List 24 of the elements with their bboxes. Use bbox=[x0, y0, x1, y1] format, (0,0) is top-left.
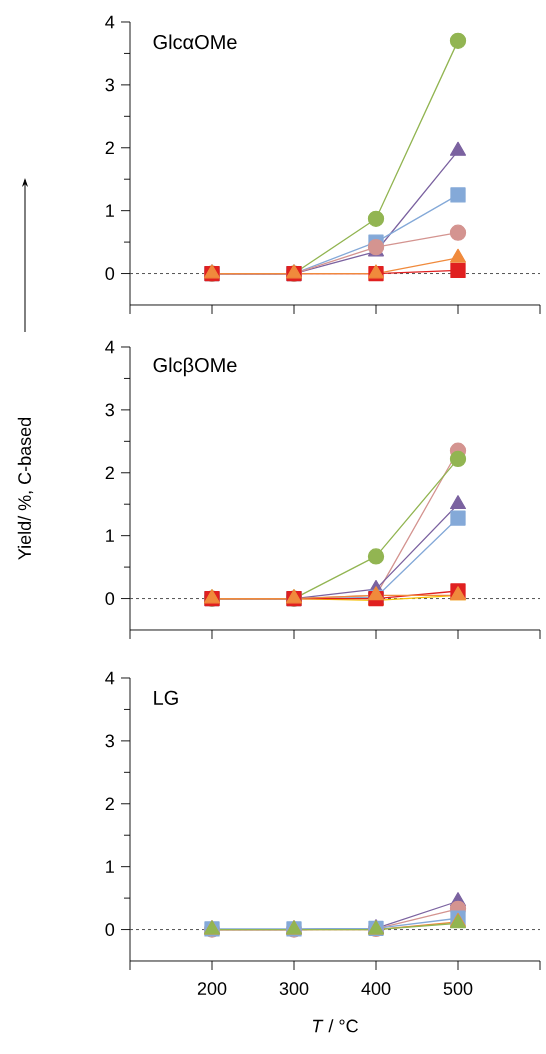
chart-title: LG bbox=[154, 690, 178, 705]
y-tick-label: 4 bbox=[105, 15, 115, 29]
y-tick-label: 1 bbox=[106, 204, 114, 217]
y-tick-label: 2 bbox=[105, 797, 114, 811]
y-tick-label: 3 bbox=[105, 734, 115, 748]
x-axis-title: T / °C bbox=[312, 1019, 358, 1033]
y-tick-label: 0 bbox=[105, 592, 115, 605]
y-tick-label: 0 bbox=[105, 267, 115, 280]
x-tick-label: 300 bbox=[279, 982, 309, 995]
chart-title: GlcαOMe bbox=[153, 34, 237, 50]
x-tick-label: 400 bbox=[361, 982, 391, 995]
y-axis-title: Yield/ %, C-based bbox=[17, 417, 34, 560]
x-tick-label: 500 bbox=[443, 982, 473, 995]
y-tick-label: 1 bbox=[106, 529, 114, 542]
y-tick-label: 4 bbox=[105, 671, 115, 685]
x-tick-label: 200 bbox=[197, 982, 227, 995]
y-tick-label: 2 bbox=[105, 141, 114, 155]
y-tick-label: 0 bbox=[105, 923, 115, 936]
y-tick-label: 4 bbox=[105, 340, 115, 354]
chart-title: GlcβOMe bbox=[153, 357, 237, 377]
y-tick-label: 3 bbox=[105, 78, 115, 92]
y-tick-label: 1 bbox=[106, 860, 114, 873]
y-tick-label: 2 bbox=[105, 466, 114, 480]
y-tick-label: 3 bbox=[105, 403, 115, 417]
